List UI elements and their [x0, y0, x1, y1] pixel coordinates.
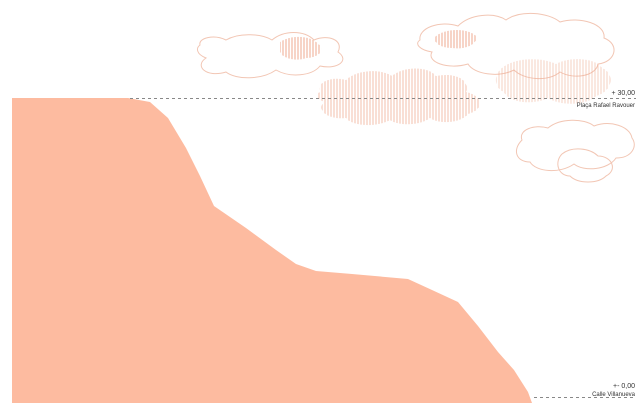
top-level-elevation: + 30,00	[611, 90, 635, 97]
bottom-level-elevation: +- 0,00	[613, 383, 635, 390]
top-level-name: Plaça Rafael Ravouer	[577, 103, 635, 109]
clouds	[197, 13, 635, 183]
terrain-section	[12, 98, 532, 403]
cloud-outline-1	[197, 32, 344, 79]
cloud-hatch-3	[317, 68, 480, 126]
cloud-outline-3	[515, 119, 635, 171]
cloud-outline-2	[417, 13, 615, 79]
cloud-hatch-2	[434, 30, 477, 49]
cloud-hatch-4	[495, 59, 611, 104]
bottom-level-name: Calle Villanueva	[592, 392, 636, 398]
cloud-hatch-1	[280, 36, 322, 60]
cloud-outline-4	[557, 148, 613, 183]
